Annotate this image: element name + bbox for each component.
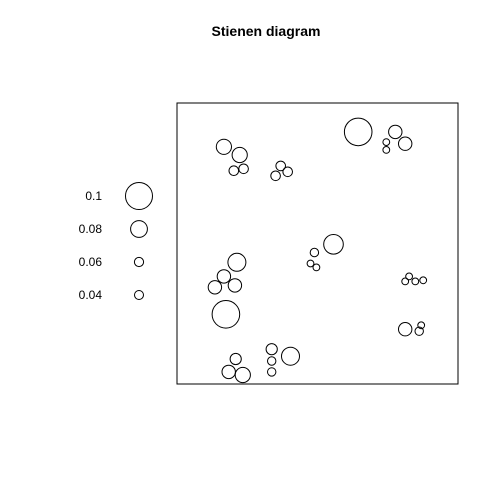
data-point (216, 269, 232, 284)
data-point (419, 276, 428, 285)
data-point (405, 272, 414, 281)
data-point (343, 117, 373, 147)
data-point (414, 326, 424, 336)
data-point (398, 136, 413, 151)
data-point (275, 160, 287, 172)
data-point (234, 366, 251, 384)
legend-label: 0.04 (79, 288, 103, 302)
legend-label: 0.08 (79, 222, 103, 236)
points-layer (207, 117, 428, 384)
data-point (215, 138, 232, 155)
legend-circle (134, 290, 144, 300)
legend-label: 0.06 (79, 255, 103, 269)
data-point (309, 247, 320, 258)
data-point (238, 163, 249, 175)
legend-circle (125, 182, 153, 210)
legend-label: 0.1 (85, 189, 102, 203)
data-point (312, 263, 321, 272)
data-point (306, 259, 315, 268)
data-point (231, 146, 248, 164)
data-point (221, 364, 236, 380)
plot-box (176, 102, 459, 385)
data-point (270, 170, 281, 182)
data-point (211, 300, 241, 329)
legend-circle (130, 220, 148, 238)
legend-circle (133, 256, 145, 268)
legend: 0.1 0.08 0.06 0.04 (79, 182, 153, 302)
data-point (229, 352, 242, 366)
data-point (281, 346, 300, 366)
data-point (382, 146, 391, 154)
data-point (227, 252, 247, 272)
data-point (265, 343, 278, 356)
data-point (267, 356, 277, 366)
data-point (227, 278, 243, 293)
data-point (411, 277, 420, 286)
data-point (228, 165, 240, 176)
data-point (388, 124, 403, 140)
data-point (207, 280, 223, 295)
data-point (401, 277, 410, 286)
data-point (267, 367, 277, 377)
data-point (417, 321, 426, 330)
chart-title: Stienen diagram (212, 23, 321, 39)
data-point (282, 166, 294, 178)
data-point (398, 322, 413, 337)
data-point (323, 234, 344, 255)
data-point (382, 138, 391, 147)
